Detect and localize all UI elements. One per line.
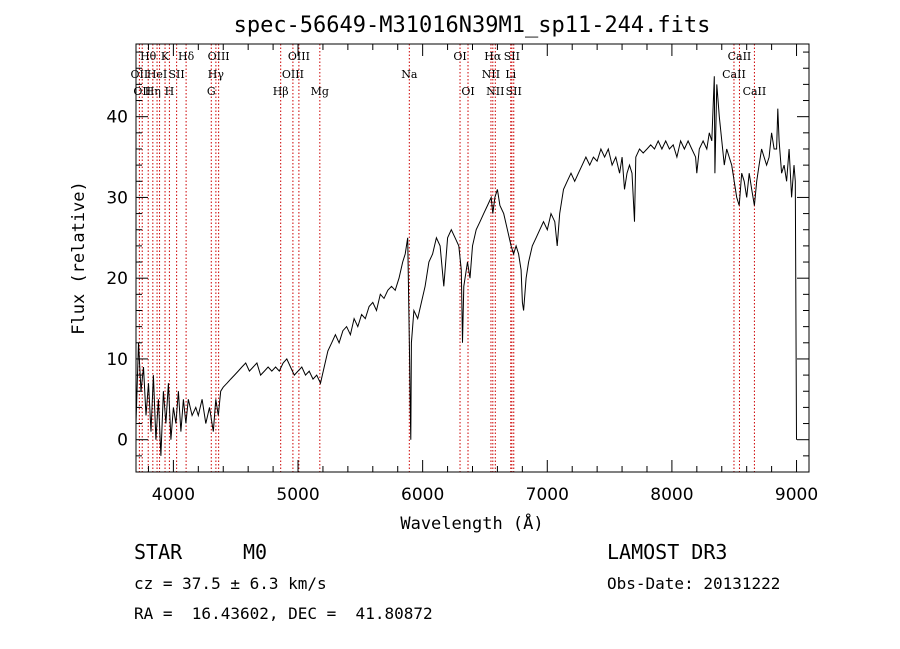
object-class: STAR: [134, 540, 183, 564]
line-marker-label: Hθ: [140, 50, 157, 63]
x-tick-label: 9000: [775, 485, 818, 505]
line-marker-label: CaII: [743, 85, 767, 98]
line-marker-label: OII: [133, 85, 151, 98]
line-marker-label: Li: [505, 68, 516, 81]
axis-tick-labels: 4000 5000 6000 7000 8000 9000 0 10 20 30 40: [106, 108, 818, 505]
line-marker-label: G: [207, 85, 216, 98]
line-marker-label: CaII: [722, 68, 746, 81]
x-tick-label: 8000: [650, 485, 693, 505]
line-marker-label: SII: [506, 85, 522, 98]
y-tick-label: 20: [106, 269, 128, 289]
spectrum-line: [135, 76, 797, 456]
line-marker-label: Hβ: [273, 85, 289, 98]
survey-name: LAMOST DR3: [607, 540, 728, 564]
line-marker-label: K: [161, 50, 170, 63]
line-marker-label: OI: [453, 50, 466, 63]
line-marker-label: Hγ: [208, 68, 225, 81]
ra-dec: RA = 16.43602, DEC = 41.80872: [134, 604, 433, 623]
line-marker-label: NII: [486, 85, 504, 98]
x-tick-label: 5000: [276, 485, 319, 505]
line-marker-label: Hη: [145, 85, 161, 98]
x-tick-label: 7000: [526, 485, 569, 505]
line-marker-label: Hα: [484, 50, 502, 63]
line-marker-label: Hδ: [178, 50, 195, 63]
plot-frame: [135, 43, 810, 473]
line-marker-label: SII: [169, 68, 185, 81]
line-marker-label: H: [165, 85, 175, 98]
line-marker-label: OIII: [208, 50, 230, 63]
chart-title: spec-56649-M31016N39M1_sp11-244.fits: [234, 13, 711, 38]
x-axis-label: Wavelength (Å): [400, 512, 543, 534]
line-marker-label: CaII: [728, 50, 752, 63]
line-marker-label: HeI: [147, 68, 167, 81]
y-tick-label: 10: [106, 350, 128, 370]
line-marker-label: OI: [461, 85, 474, 98]
x-tick-label: 4000: [152, 485, 195, 505]
line-marker-label: NII: [482, 68, 500, 81]
line-marker-label: OIII: [288, 50, 310, 63]
line-marker-label: SII: [504, 50, 520, 63]
obs-date: Obs-Date: 20131222: [607, 574, 781, 593]
object-subclass: M0: [243, 540, 268, 564]
line-markers: [138, 44, 755, 472]
axis-ticks: [136, 44, 809, 472]
line-marker-label: Mg: [311, 85, 329, 98]
x-tick-label: 6000: [401, 485, 444, 505]
line-marker-label: Na: [401, 68, 418, 81]
y-tick-label: 40: [106, 108, 128, 128]
y-tick-label: 0: [117, 431, 128, 451]
line-marker-label: OII: [131, 68, 149, 81]
line-marker-label: OIII: [282, 68, 304, 81]
redshift-cz: cz = 37.5 ± 6.3 km/s: [134, 574, 327, 593]
y-tick-label: 30: [106, 188, 128, 208]
line-marker-labels: OII OII Hθ Hη HeI K H SII Hδ G Hγ OIII Hβ OIII OIII Mg N…: [131, 50, 767, 98]
y-axis-label: Flux (relative): [69, 181, 89, 335]
